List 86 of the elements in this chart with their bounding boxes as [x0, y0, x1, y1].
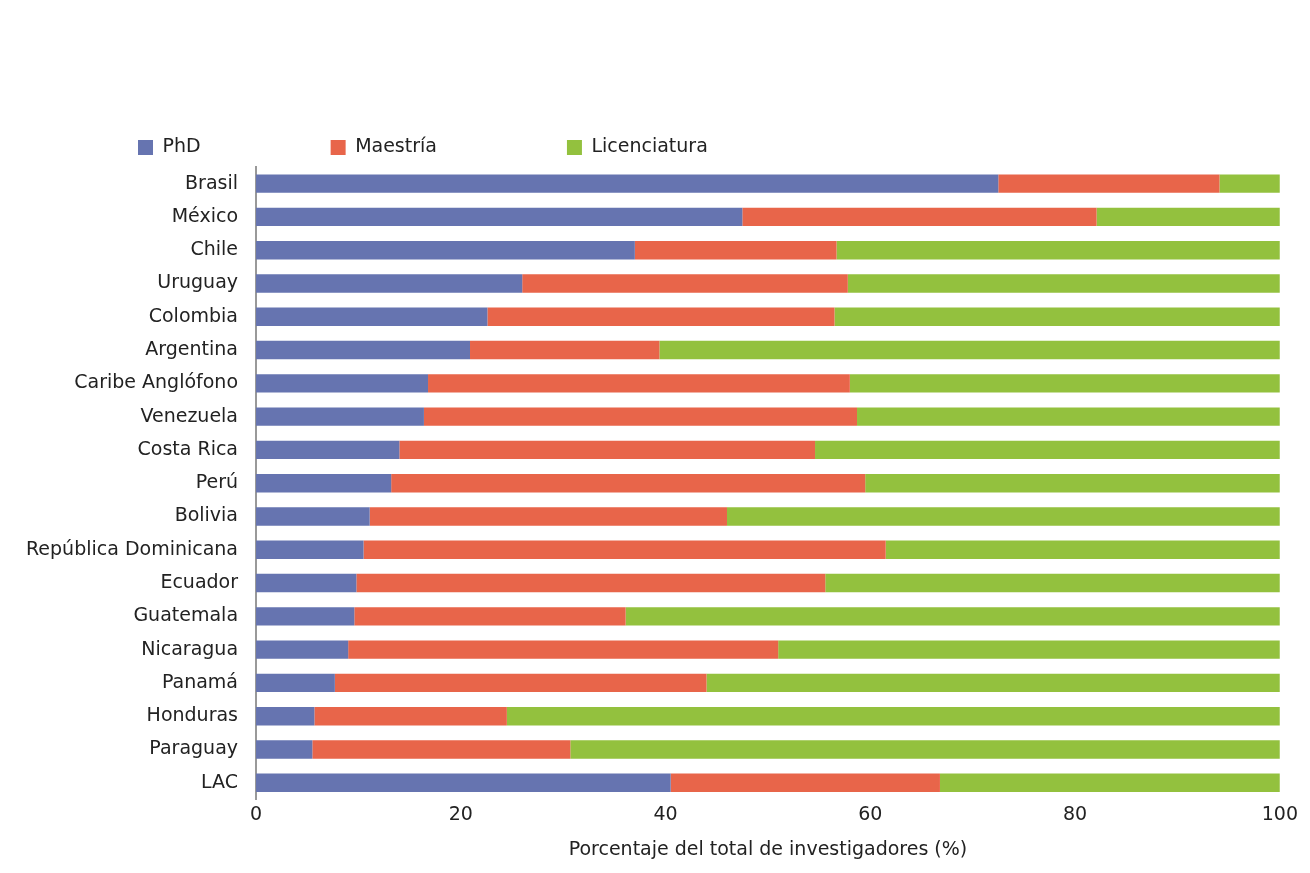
bar [487, 307, 835, 326]
bar [369, 507, 727, 526]
y-tick-label: Venezuela [140, 403, 239, 426]
bar [939, 773, 1280, 792]
bar [334, 673, 707, 693]
bar [742, 207, 1097, 227]
x-tick-label: 40 [653, 801, 678, 824]
bar [348, 640, 779, 659]
bar [256, 440, 400, 460]
bar [363, 540, 886, 559]
x-tick-label: 60 [858, 801, 883, 824]
bar [885, 540, 1280, 559]
bar [256, 174, 999, 193]
bar [815, 440, 1280, 460]
bar [256, 507, 370, 526]
bar [1219, 174, 1280, 193]
y-tick-label: Bolivia [174, 503, 239, 526]
y-tick-label: Guatemala [133, 603, 239, 626]
bar [399, 440, 816, 460]
x-tick-label: 100 [1261, 801, 1298, 824]
bar [998, 174, 1220, 193]
bar [256, 540, 364, 559]
bar [354, 607, 626, 626]
bar [256, 407, 424, 426]
x-tick-label: 0 [249, 801, 263, 824]
bar [256, 274, 523, 293]
y-tick-label: Uruguay [157, 270, 239, 293]
bar [506, 707, 1280, 726]
x-axis-title: Porcentaje del total de investigadores (%) [568, 836, 968, 859]
y-tick-label: Chile [190, 237, 239, 260]
bar [778, 640, 1280, 659]
y-tick-label: LAC [201, 769, 239, 792]
bar [256, 374, 429, 393]
bar [849, 374, 1280, 393]
bar [256, 573, 357, 593]
bar [634, 241, 837, 260]
bar [423, 407, 858, 426]
y-tick-label: Honduras [146, 703, 239, 726]
y-tick-label: Paraguay [149, 736, 239, 759]
y-tick-label: México [171, 203, 239, 226]
bar [659, 340, 1280, 360]
y-tick-label: Brasil [185, 170, 239, 193]
bar [256, 241, 635, 260]
y-tick-label: Nicaragua [141, 636, 239, 659]
bar [256, 707, 315, 726]
bar [256, 773, 671, 792]
bar [470, 340, 660, 360]
bar [256, 474, 392, 493]
bar [836, 241, 1280, 260]
bar [857, 407, 1280, 426]
bar [865, 474, 1280, 493]
bar [726, 507, 1280, 526]
bar [391, 474, 866, 493]
bar [314, 707, 507, 726]
bar [256, 207, 743, 227]
bar [256, 307, 488, 326]
legend-label: Maestría [355, 134, 437, 157]
bar [670, 773, 940, 792]
y-tick-label: Costa Rica [137, 436, 239, 459]
bar [847, 274, 1280, 293]
bar [625, 607, 1280, 626]
y-tick-label: Panamá [161, 669, 239, 692]
y-tick-label: Argentina [145, 337, 239, 359]
bar [834, 307, 1280, 326]
bar [356, 573, 826, 593]
bar [706, 673, 1280, 693]
x-tick-label: 80 [1063, 801, 1088, 824]
bar [256, 640, 349, 659]
x-tick-label: 20 [448, 801, 473, 824]
bar [256, 673, 335, 693]
y-tick-label: Colombia [148, 303, 239, 326]
bar [312, 740, 571, 759]
bar [570, 740, 1280, 759]
bar [1096, 207, 1280, 227]
bar [256, 607, 355, 626]
y-tick-label: Perú [195, 470, 239, 493]
y-tick-label: Caribe Anglófono [74, 370, 239, 393]
bar [256, 740, 313, 759]
bar [256, 340, 471, 360]
legend-label: Licenciatura [591, 134, 708, 157]
y-tick-label: Ecuador [160, 569, 239, 592]
y-tick-label: República Dominicana [25, 536, 239, 559]
bar [428, 374, 850, 393]
bar [522, 274, 848, 293]
bar [825, 573, 1280, 593]
legend-label: PhD [162, 134, 201, 157]
